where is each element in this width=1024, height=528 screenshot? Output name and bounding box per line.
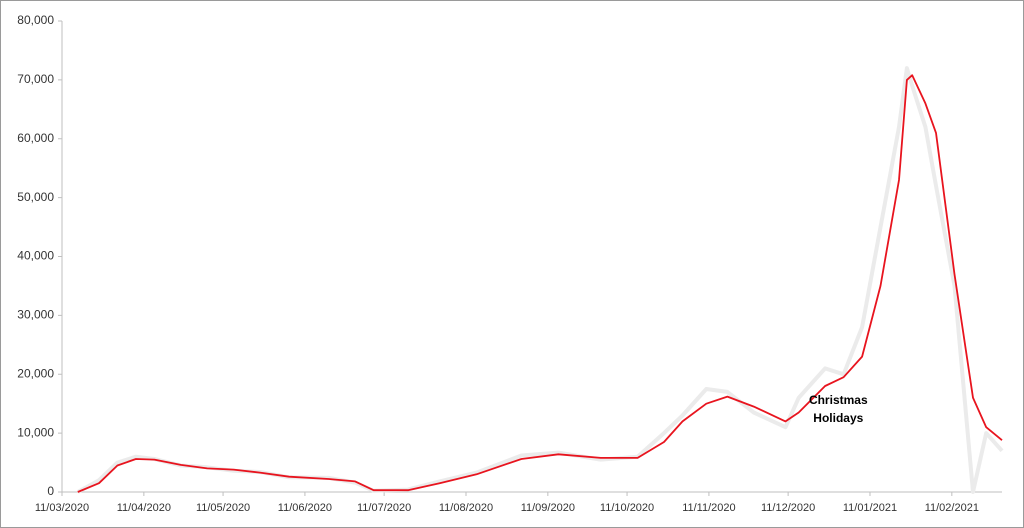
x-tick-label: 11/06/2020 xyxy=(278,502,332,514)
x-tick-label: 11/11/2020 xyxy=(682,502,735,514)
x-tick-label: 11/09/2020 xyxy=(521,502,575,514)
y-tick-label: 0 xyxy=(47,484,54,498)
x-tick-label: 11/05/2020 xyxy=(196,502,250,514)
x-tick-label: 11/04/2020 xyxy=(117,502,171,514)
x-tick-label: 11/03/2020 xyxy=(35,502,89,514)
annotation: Christmas xyxy=(809,393,868,407)
y-tick-label: 70,000 xyxy=(17,72,54,86)
series-line xyxy=(77,74,1003,493)
x-tick-label: 11/07/2020 xyxy=(357,502,411,514)
y-tick-label: 10,000 xyxy=(17,425,54,439)
y-tick-label: 80,000 xyxy=(17,13,54,27)
y-tick-label: 60,000 xyxy=(17,131,54,145)
x-tick-label: 11/12/2020 xyxy=(761,502,815,514)
y-tick-label: 50,000 xyxy=(17,190,54,204)
x-tick-label: 11/10/2020 xyxy=(600,502,654,514)
x-tick-label: 11/01/2021 xyxy=(843,502,897,514)
x-tick-label: 11/08/2020 xyxy=(439,502,493,514)
y-tick-label: 30,000 xyxy=(17,308,54,322)
annotation: Holidays xyxy=(813,411,863,425)
y-tick-label: 40,000 xyxy=(17,249,54,263)
x-tick-label: 11/02/2021 xyxy=(925,502,979,514)
y-tick-label: 20,000 xyxy=(17,366,54,380)
